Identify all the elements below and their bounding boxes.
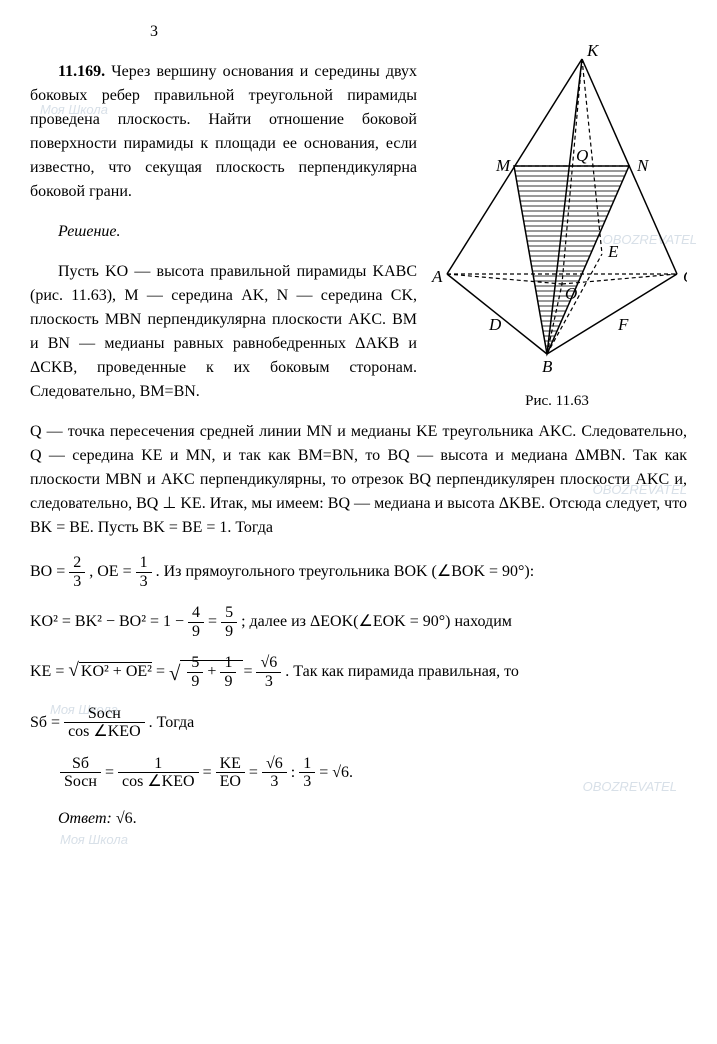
denominator: 3 [299, 773, 315, 791]
svg-text:D: D [488, 315, 502, 334]
equation-2: KO² = BK² − BO² = 1 − 4 9 = 5 9 ; далее … [30, 604, 687, 640]
numerator: 1 [136, 554, 152, 573]
eq5-mid1: = [105, 764, 118, 781]
svg-text:M: M [495, 156, 511, 175]
numerator: 5 [221, 604, 237, 623]
eq3-prefix: KE = [30, 663, 68, 680]
equation-5: Sб Sосн = 1 cos ∠KEO = KE EO = √6 3 : 1 … [60, 755, 687, 791]
numerator: 2 [69, 554, 85, 573]
figure-caption: Рис. 11.63 [427, 390, 687, 413]
fraction: 5 9 [187, 654, 203, 690]
equation-4: Sб = Sосн cos ∠KEO . Тогда [30, 705, 687, 741]
svg-text:B: B [542, 357, 553, 376]
fraction: √6 3 [262, 755, 287, 791]
fraction: 4 9 [188, 604, 204, 640]
eq1-prefix: BO = [30, 563, 69, 580]
answer-label: Ответ: [58, 810, 112, 827]
fraction: 1 3 [136, 554, 152, 590]
denominator: 3 [136, 573, 152, 591]
pyramid-diagram: K A C B M N Q E O D F [427, 44, 687, 384]
svg-text:N: N [636, 156, 650, 175]
solution-continued: Q — точка пересечения средней линии MN и… [30, 420, 687, 540]
eq3-suffix: . Так как пирамида правильная, то [285, 663, 519, 680]
fraction: 1 cos ∠KEO [118, 755, 199, 791]
eq5-mid5: = √6. [319, 764, 353, 781]
denominator: 3 [69, 573, 85, 591]
denominator: Sосн [60, 773, 101, 791]
svg-text:K: K [586, 44, 600, 60]
numerator: 5 [187, 654, 203, 673]
problem-number: 11.169. [58, 63, 105, 80]
page-number: 3 [150, 20, 687, 44]
problem-block: 11.169. Через вершину основания и середи… [30, 44, 687, 420]
numerator: 1 [299, 755, 315, 774]
denominator: 9 [187, 673, 203, 691]
sqrt-content: KO² + OE² [79, 662, 152, 680]
svg-text:Q: Q [576, 146, 588, 165]
page-content: 3 11.169. Через вершину основания и сере… [30, 20, 687, 831]
svg-text:A: A [431, 267, 443, 286]
eq2-mid1: = [208, 613, 221, 630]
fraction: 5 9 [221, 604, 237, 640]
svg-text:E: E [607, 242, 619, 261]
eq5-mid3: = [249, 764, 262, 781]
svg-text:F: F [617, 315, 629, 334]
eq5-mid4: : [291, 764, 299, 781]
denominator: cos ∠KEO [64, 723, 145, 741]
fraction: 2 3 [69, 554, 85, 590]
equation-1: BO = 2 3 , OE = 1 3 . Из прямоугольного … [30, 554, 687, 590]
eq3-mid1: = [156, 663, 169, 680]
sqrt-body: 5 9 + 1 9 [180, 660, 243, 680]
fraction: Sб Sосн [60, 755, 101, 791]
eq1-suffix: . Из прямоугольного треугольника BOK (∠B… [156, 563, 535, 580]
numerator: Sб [60, 755, 101, 774]
denominator: 3 [262, 773, 287, 791]
sqrt: KO² + OE² [68, 657, 152, 686]
svg-text:O: O [565, 284, 577, 303]
fraction: √6 3 [256, 654, 281, 690]
numerator: 1 [220, 654, 236, 673]
fraction: KE EO [216, 755, 245, 791]
fraction: 1 3 [299, 755, 315, 791]
numerator: Sосн [64, 705, 145, 724]
answer-line: Ответ: √6. [30, 807, 687, 831]
equation-3: KE = KO² + OE² = √ 5 9 + 1 9 = √6 3 . Та… [30, 654, 687, 690]
answer-value: √6. [116, 810, 137, 827]
plus: + [207, 663, 220, 680]
solution-label: Решение. [30, 220, 417, 244]
denominator: 9 [220, 673, 236, 691]
fraction: 1 9 [220, 654, 236, 690]
denominator: EO [216, 773, 245, 791]
denominator: 9 [221, 623, 237, 641]
eq4-prefix: Sб = [30, 713, 64, 730]
eq2-prefix: KO² = BK² − BO² = 1 − [30, 613, 188, 630]
numerator: KE [216, 755, 245, 774]
problem-statement: 11.169. Через вершину основания и середи… [30, 60, 417, 204]
solution-p1-start: Пусть KO — высота правильной пирамиды KA… [30, 260, 417, 404]
numerator: √6 [262, 755, 287, 774]
numerator: 1 [118, 755, 199, 774]
denominator: 9 [188, 623, 204, 641]
eq3-mid2: = [243, 663, 256, 680]
eq2-suffix: ; далее из ΔEOK(∠EOK = 90°) находим [241, 613, 512, 630]
eq1-mid: , OE = [89, 563, 135, 580]
eq4-suffix: . Тогда [149, 713, 195, 730]
problem-text: Через вершину основания и середины двух … [30, 63, 417, 200]
denominator: cos ∠KEO [118, 773, 199, 791]
denominator: 3 [256, 673, 281, 691]
numerator: √6 [256, 654, 281, 673]
fraction: Sосн cos ∠KEO [64, 705, 145, 741]
watermark: Моя Школа [60, 830, 128, 850]
problem-text-column: 11.169. Через вершину основания и середи… [30, 44, 417, 420]
numerator: 4 [188, 604, 204, 623]
sqrt-sign: √ [169, 662, 180, 685]
svg-text:C: C [683, 267, 687, 286]
figure-column: K A C B M N Q E O D F Рис. 11.63 [427, 44, 687, 420]
eq5-mid2: = [203, 764, 216, 781]
